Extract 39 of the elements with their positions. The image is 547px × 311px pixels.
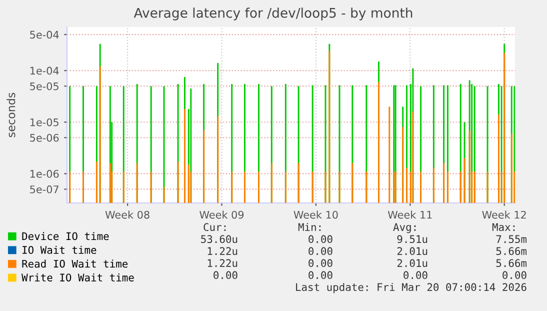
text: 0.00 bbox=[404, 271, 428, 280]
text: 9.51u bbox=[397, 235, 428, 244]
text: 0.00 bbox=[308, 259, 332, 268]
text: 0.00 bbox=[308, 271, 332, 280]
text: Max: bbox=[492, 223, 515, 232]
text: Avg: bbox=[393, 223, 416, 234]
y-tick-label: 5e-07 bbox=[30, 185, 58, 194]
chart-title: Average latency for /dev/loop5 - by month bbox=[134, 8, 412, 20]
legend-label: Read IO Wait time bbox=[22, 260, 128, 268]
y-tick-label: 5e-04 bbox=[30, 30, 59, 39]
text: 53.60u bbox=[201, 235, 238, 244]
x-tick-label: Week 10 bbox=[294, 210, 338, 219]
x-tick-label: Week 09 bbox=[200, 210, 244, 219]
text: 0.00 bbox=[308, 247, 332, 256]
text: Cur: bbox=[204, 223, 226, 232]
text: 2.01u bbox=[397, 259, 428, 268]
text: 1.22u bbox=[208, 259, 238, 268]
text: 7.55m bbox=[496, 235, 527, 244]
text: 0.00 bbox=[502, 271, 526, 280]
text: 5.66m bbox=[496, 247, 527, 256]
legend-label: Device IO time bbox=[22, 232, 109, 240]
y-tick-label: 1e-05 bbox=[30, 118, 58, 126]
x-tick-label: Week 11 bbox=[388, 210, 432, 219]
x-tick-label: Week 12 bbox=[482, 210, 526, 219]
text: 0.00 bbox=[308, 235, 332, 244]
text: 5.66m bbox=[496, 259, 527, 268]
legend-label: Write IO Wait time bbox=[22, 273, 134, 282]
text: Last update: Fri Mar 20 07:00:14 2026 bbox=[296, 282, 526, 294]
legend-label: IO Wait time bbox=[22, 246, 96, 254]
y-tick-label: 1e-06 bbox=[30, 170, 59, 178]
y-tick-label: 5e-05 bbox=[30, 82, 58, 90]
text: 0.00 bbox=[214, 271, 238, 280]
text: 1.22u bbox=[208, 247, 238, 256]
x-tick-label: Week 08 bbox=[105, 210, 150, 219]
text: 2.01u bbox=[397, 247, 428, 256]
y-axis-title: seconds bbox=[6, 92, 16, 138]
text: Min: bbox=[298, 222, 321, 231]
y-tick-label: 1e-04 bbox=[30, 66, 59, 75]
y-tick-label: 5e-06 bbox=[30, 134, 59, 142]
